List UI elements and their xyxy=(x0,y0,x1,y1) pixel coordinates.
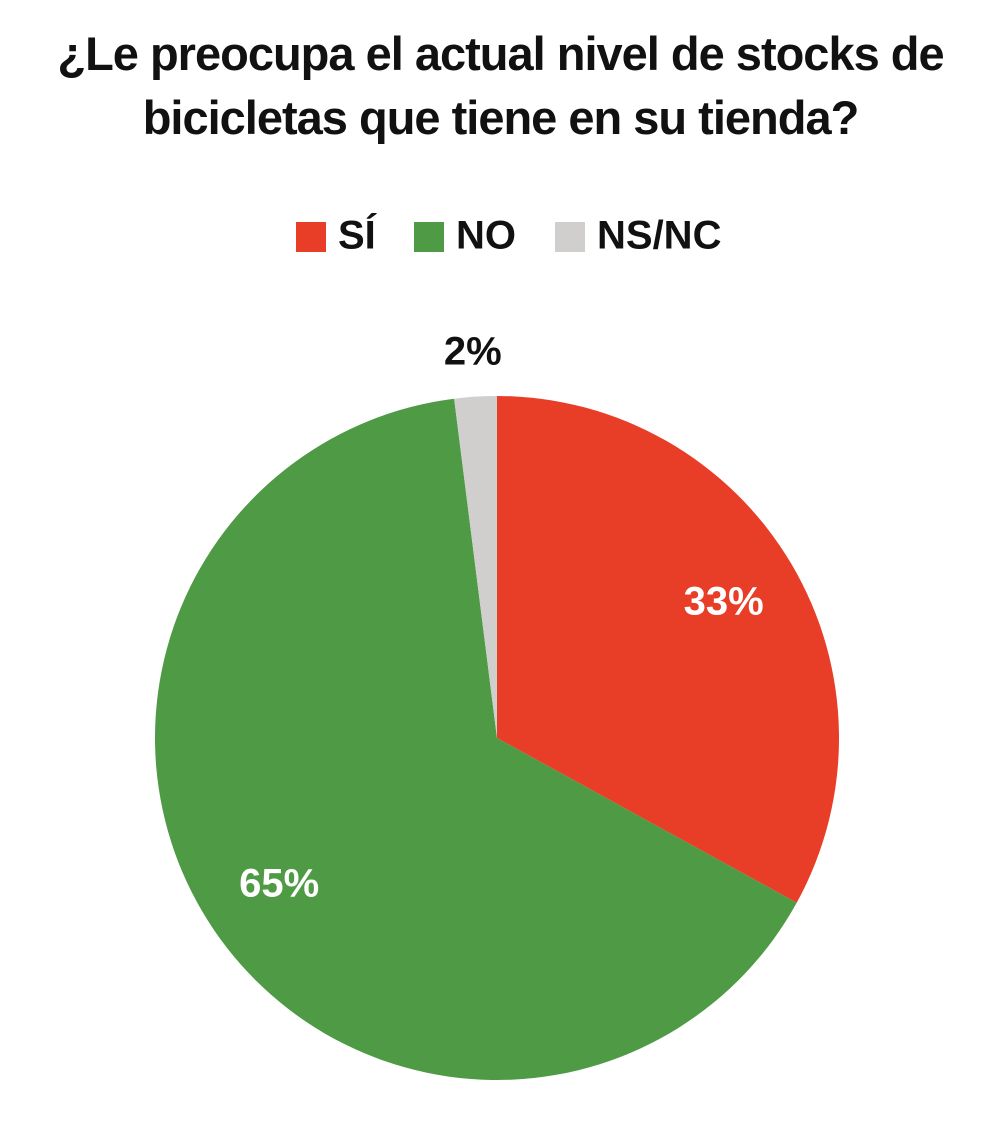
legend-label: NO xyxy=(456,214,516,258)
legend-swatch xyxy=(414,222,444,252)
legend-swatch xyxy=(296,222,326,252)
pie-slice xyxy=(155,398,797,1080)
pie-slice xyxy=(497,396,840,903)
legend-label: NS/NC xyxy=(597,214,721,258)
legend-label: SÍ xyxy=(338,213,377,258)
pie-slice xyxy=(454,396,497,738)
legend-swatch xyxy=(555,222,585,252)
value-label: 65% xyxy=(239,862,319,906)
chart-title: ¿Le preocupa el actual nivel de stocks d… xyxy=(57,27,944,144)
value-label: 33% xyxy=(684,580,764,624)
value-label: 2% xyxy=(444,329,502,373)
